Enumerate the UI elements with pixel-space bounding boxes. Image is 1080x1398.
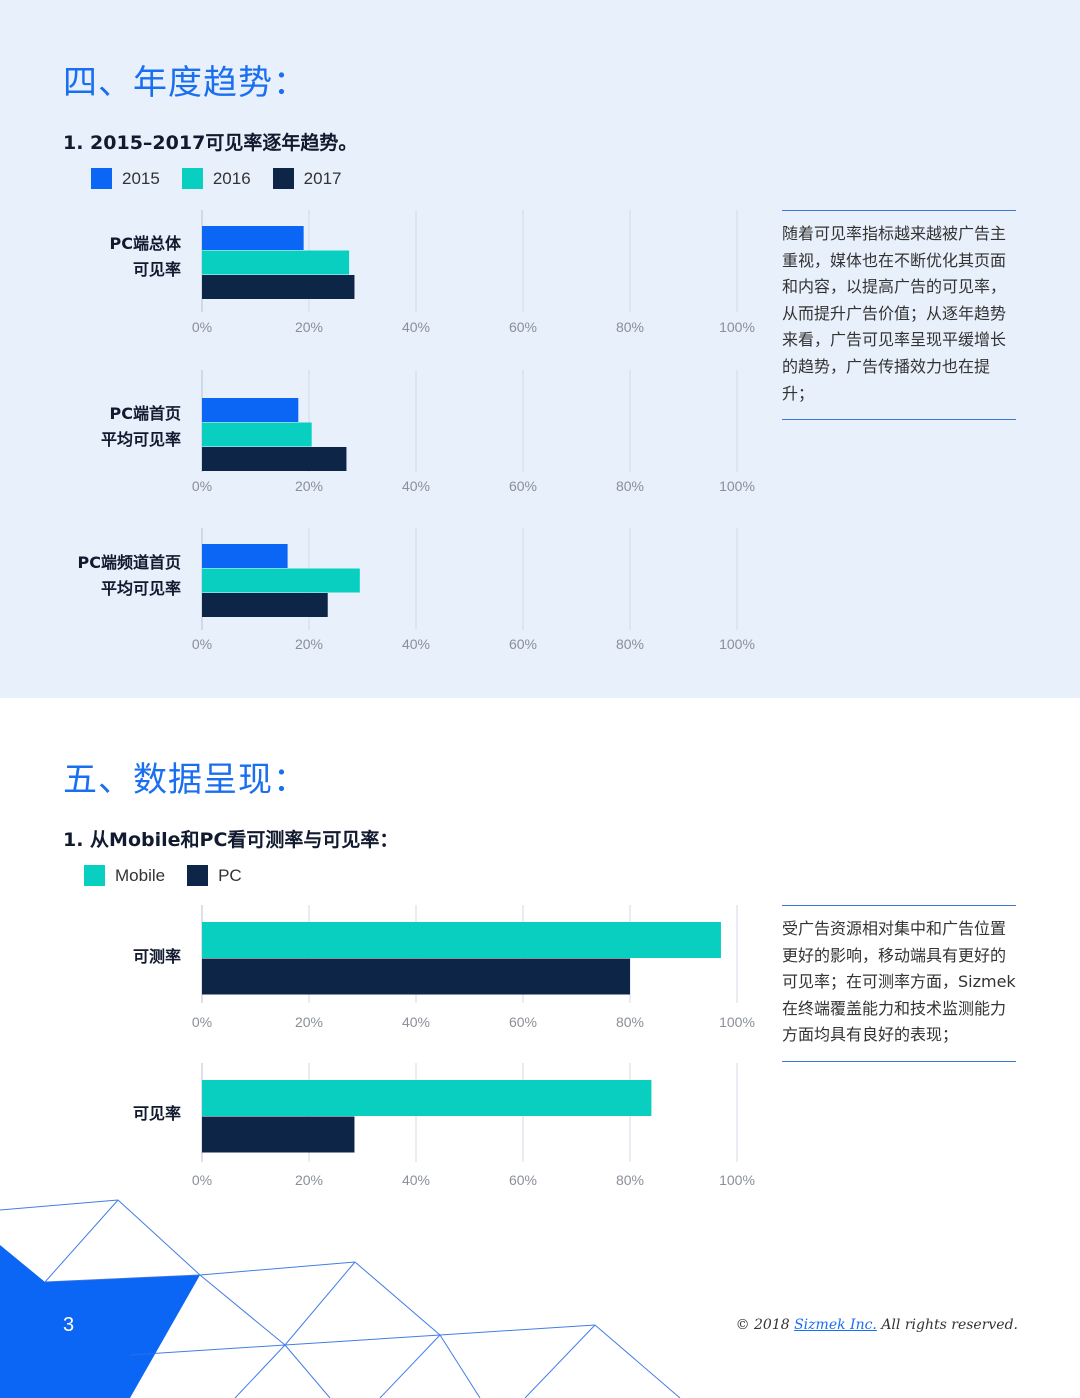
- category-label: PC端首页: [110, 404, 181, 423]
- tick-label: 60%: [509, 319, 537, 335]
- copyright-suffix: All rights reserved.: [876, 1317, 1018, 1333]
- tick-label: 20%: [295, 1172, 323, 1188]
- section4-legend: 2015 2016 2017: [91, 168, 363, 189]
- tick-label: 0%: [192, 1014, 212, 1030]
- legend-label: 2016: [212, 168, 251, 188]
- legend-swatch: [187, 865, 209, 886]
- section4-heading: 四、年度趋势：: [63, 63, 308, 103]
- copyright-prefix: © 2018: [735, 1317, 795, 1333]
- tick-label: 80%: [616, 1014, 644, 1030]
- category-label: 可测率: [133, 947, 181, 966]
- tick-label: 0%: [192, 478, 212, 494]
- bar-2016: [202, 250, 350, 275]
- legend-item-2015: 2015: [91, 168, 160, 189]
- legend-label: 2015: [122, 168, 160, 188]
- legend-swatch: [272, 168, 294, 189]
- bar-2016: [202, 568, 360, 593]
- category-label: 平均可见率: [101, 579, 181, 598]
- legend-item-2016: 2016: [181, 168, 251, 189]
- legend-swatch: [181, 168, 203, 189]
- section5-legend: Mobile PC: [84, 865, 264, 886]
- section4-subheading: 1. 2015–2017可见率逐年趋势。: [63, 132, 358, 154]
- section5-heading: 五、数据呈现：: [63, 760, 308, 800]
- tick-label: 0%: [192, 636, 212, 652]
- tick-label: 40%: [402, 1014, 430, 1030]
- blue-corner-shape: [0, 1245, 200, 1398]
- category-label: 可见率: [133, 260, 181, 279]
- page-number: 3: [63, 1314, 75, 1336]
- category-label: PC端频道首页: [78, 553, 181, 572]
- tick-label: 100%: [719, 1172, 755, 1188]
- tick-label: 0%: [192, 319, 212, 335]
- bar-2017: [202, 593, 328, 617]
- legend-label: PC: [218, 865, 242, 885]
- tick-label: 40%: [402, 1172, 430, 1188]
- legend-swatch: [91, 168, 112, 189]
- tick-label: 100%: [719, 319, 755, 335]
- bar-mobile: [202, 922, 721, 958]
- tick-label: 20%: [295, 636, 323, 652]
- legend-item-2017: 2017: [272, 168, 342, 189]
- bar-mobile: [202, 1080, 652, 1116]
- tick-label: 60%: [509, 478, 537, 494]
- bar-pc: [202, 1116, 355, 1153]
- copyright: © 2018 Sizmek Inc. All rights reserved.: [736, 1317, 1018, 1333]
- legend-label: Mobile: [115, 865, 166, 885]
- category-label: PC端总体: [110, 234, 182, 253]
- section4-note: 随着可见率指标越来越被广告主重视，媒体也在不断优化其页面和内容，以提高广告的可见…: [782, 210, 1016, 421]
- bar-pc: [202, 958, 630, 995]
- category-label: 平均可见率: [101, 430, 181, 449]
- tick-label: 40%: [402, 319, 430, 335]
- tick-label: 80%: [616, 1172, 644, 1188]
- tick-label: 100%: [719, 1014, 755, 1030]
- bar-2016: [202, 422, 312, 447]
- section5-note: 受广告资源相对集中和广告位置更好的影响，移动端具有更好的可见率；在可测率方面，S…: [782, 905, 1016, 1062]
- section5-subheading: 1. 从Mobile和PC看可测率与可见率：: [63, 829, 399, 851]
- tick-label: 60%: [509, 1014, 537, 1030]
- tick-label: 20%: [295, 478, 323, 494]
- tick-label: 0%: [192, 1172, 212, 1188]
- tick-label: 80%: [616, 319, 644, 335]
- legend-item-pc: PC: [187, 865, 242, 886]
- tick-label: 60%: [509, 636, 537, 652]
- tick-label: 80%: [616, 636, 644, 652]
- triangle-lines: [0, 1199, 681, 1398]
- category-label: 可见率: [133, 1104, 181, 1123]
- bar-2017: [202, 275, 355, 299]
- tick-label: 100%: [719, 478, 755, 494]
- legend-item-mobile: Mobile: [84, 865, 165, 886]
- tick-label: 20%: [295, 319, 323, 335]
- tick-label: 40%: [402, 478, 430, 494]
- legend-label: 2017: [303, 168, 342, 188]
- bar-2017: [202, 447, 347, 471]
- tick-label: 20%: [295, 1014, 323, 1030]
- bar-2015: [202, 398, 299, 422]
- tick-label: 100%: [719, 636, 755, 652]
- legend-swatch: [84, 865, 105, 886]
- tick-label: 60%: [509, 1172, 537, 1188]
- tick-label: 80%: [616, 478, 644, 494]
- top-section-background: [0, 0, 1080, 698]
- company-link[interactable]: Sizmek Inc.: [794, 1317, 877, 1333]
- bar-2015: [202, 544, 288, 568]
- chart-4: 0% 20% 40% 60% 80% 100% 可测率: [133, 905, 755, 1030]
- bar-2015: [202, 226, 304, 250]
- chart-5: 0% 20% 40% 60% 80% 100% 可见率: [133, 1063, 755, 1188]
- tick-label: 40%: [402, 636, 430, 652]
